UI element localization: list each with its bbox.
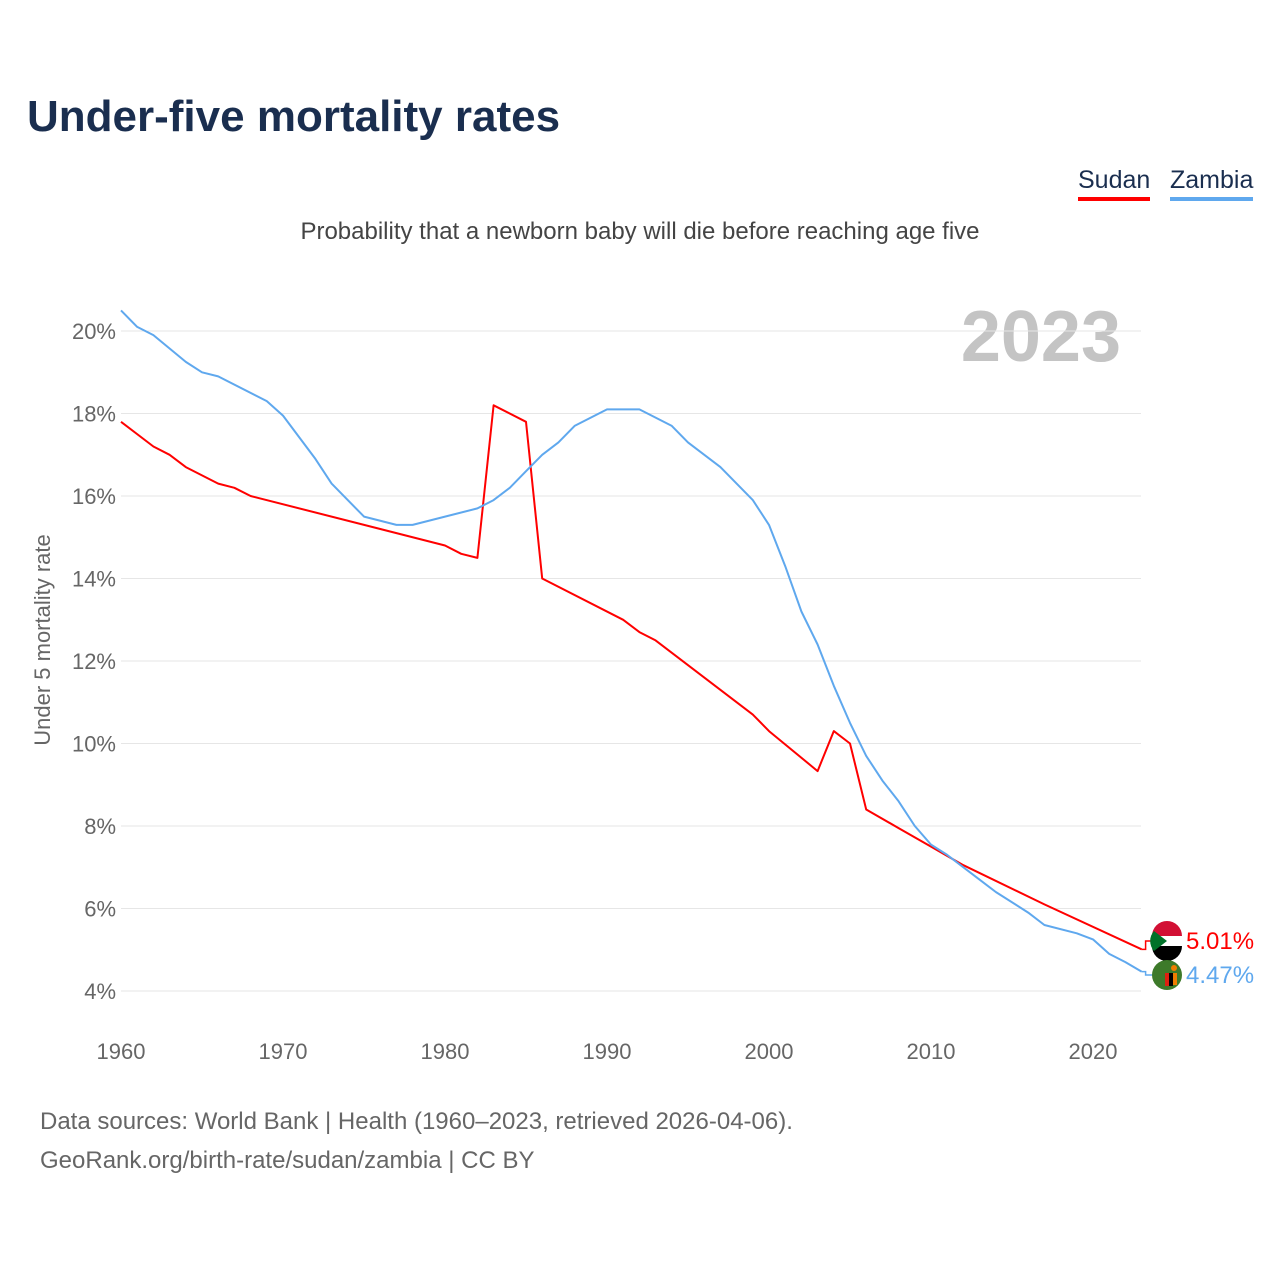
y-tick-label: 10% (72, 732, 116, 757)
x-tick-label: 2010 (907, 1039, 956, 1064)
y-axis-label: Under 5 mortality rate (30, 534, 55, 746)
x-tick-label: 1960 (97, 1039, 146, 1064)
chart-title: Under-five mortality rates (27, 92, 561, 141)
x-tick-label: 1970 (259, 1039, 308, 1064)
x-tick-label: 1990 (583, 1039, 632, 1064)
source-note: Data sources: World Bank | Health (1960–… (40, 1108, 793, 1135)
y-tick-label: 4% (84, 979, 116, 1004)
series-line-sudan (120, 404, 1143, 951)
chart-subtitle: Probability that a newborn baby will die… (300, 218, 980, 245)
flag-stripe (1152, 921, 1182, 936)
y-tick-label: 18% (72, 402, 116, 427)
leader-line (1141, 970, 1154, 976)
y-tick-label: 14% (72, 567, 116, 592)
flag-stripe (1169, 973, 1173, 986)
year-watermark: 2023 (961, 297, 1121, 377)
flag-triangle (1150, 931, 1167, 951)
y-tick-label: 16% (72, 484, 116, 509)
x-tick-label: 2000 (745, 1039, 794, 1064)
y-tick-label: 6% (84, 897, 116, 922)
leader-line (1141, 940, 1154, 951)
end-value-label: 4.47% (1186, 962, 1254, 989)
y-tick-label: 8% (84, 814, 116, 839)
legend-zambia[interactable]: Zambia (1170, 166, 1254, 201)
flag-eagle (1171, 965, 1177, 971)
end-value-label: 5.01% (1186, 928, 1254, 955)
x-tick-label: 1980 (421, 1039, 470, 1064)
y-tick-label: 12% (72, 649, 116, 674)
flag-stripe (1152, 946, 1182, 961)
flag-stripe (1173, 973, 1177, 985)
flag-stripe (1165, 973, 1169, 986)
y-tick-label: 20% (72, 319, 116, 344)
legend-sudan[interactable]: Sudan (1078, 166, 1151, 201)
source-link[interactable]: GeoRank.org/birth-rate/sudan/zambia | CC… (40, 1147, 535, 1174)
x-tick-label: 2020 (1069, 1039, 1118, 1064)
series-line-zambia (120, 309, 1143, 973)
